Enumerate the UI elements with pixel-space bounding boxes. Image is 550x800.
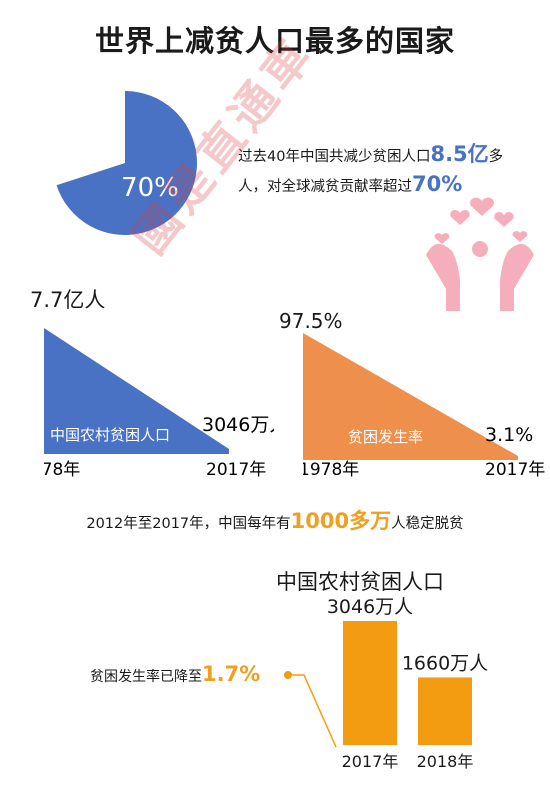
bar-chart-title: 中国农村贫困人口 (276, 570, 444, 594)
bar-1 (418, 677, 472, 745)
population-2017-label: 3046万人 (202, 414, 274, 436)
rate-note-value: 1.7% (202, 662, 261, 686)
reduction-statement: 过去40年中国共减少贫困人口8.5亿多 人，对全球减贫贡献率超过70% (238, 141, 538, 201)
contribution-share: 70% (412, 172, 463, 196)
note-leader-line (284, 671, 337, 748)
rate-note-text: 贫困发生率已降至 (90, 669, 202, 685)
bar-0 (343, 621, 397, 745)
page-title: 世界上减贫人口最多的国家 (94, 24, 455, 58)
rate-1978-label: 97.5% (279, 309, 343, 333)
hands-hearts-icon (426, 197, 534, 311)
rate-x-end: 2017年 (485, 460, 545, 478)
annual-amount: 1000多万 (290, 509, 392, 533)
reduction-amount: 8.5亿 (430, 142, 489, 166)
poverty-rate-area (303, 333, 518, 460)
bar-value-label-1: 1660万人 (402, 652, 488, 674)
rate-x-start: 1978年 (303, 460, 359, 478)
bar-category-label-0: 2017年 (342, 752, 399, 771)
rural-poverty-population-chart: 中国农村贫困人口 3046万人 1978年 2017年 (44, 328, 274, 478)
rural-poverty-series-label: 中国农村贫困人口 (50, 426, 170, 444)
annual-text-pre: 2012年至2017年，中国每年有 (86, 516, 291, 532)
bar-category-label-1: 2018年 (417, 752, 474, 771)
poverty-rate-chart: 贫困发生率 3.1% 1978年 2017年 (303, 333, 545, 478)
rate-2017-label: 3.1% (485, 424, 533, 446)
rural-poverty-area (44, 328, 229, 454)
annual-reduction-statement: 2012年至2017年，中国每年有1000多万人稳定脱贫 (0, 505, 550, 535)
population-1978-label: 7.7亿人 (30, 288, 106, 312)
reduction-line-2: 人，对全球减贫贡献率超过70% (238, 171, 538, 201)
bar-value-label-0: 3046万人 (327, 596, 413, 618)
pie-slice (56, 91, 198, 235)
population-x-start: 1978年 (44, 460, 80, 478)
reduction-line-1: 过去40年中国共减少贫困人口8.5亿多 (238, 141, 538, 171)
contribution-text: 人，对全球减贫贡献率超过 (238, 179, 412, 195)
rate-note: 贫困发生率已降至1.7% (90, 662, 260, 686)
annual-text-post: 人稳定脱贫 (391, 516, 464, 532)
pie-chart: 70% (56, 91, 198, 235)
reduction-text-pre: 过去40年中国共减少贫困人口 (238, 149, 431, 165)
bar-chart: 3046万人 2017年 1660万人 2018年 (327, 596, 488, 771)
pie-value-label: 70% (121, 173, 179, 203)
poverty-rate-series-label: 贫困发生率 (348, 428, 423, 446)
population-x-end: 2017年 (206, 460, 266, 478)
reduction-text-post: 多 (488, 149, 504, 165)
